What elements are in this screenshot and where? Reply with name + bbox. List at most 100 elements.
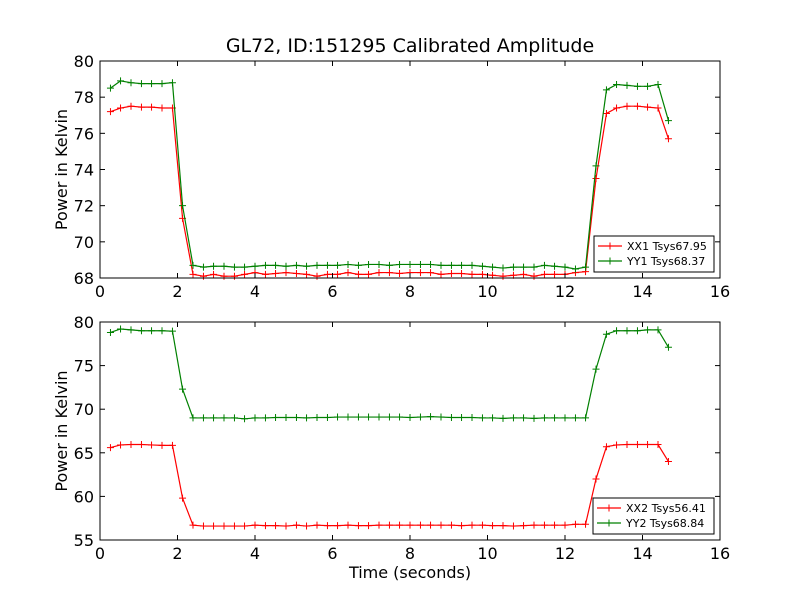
data-point — [613, 327, 621, 335]
data-point — [592, 162, 600, 170]
data-point — [396, 413, 404, 421]
x-tick-label: 14 — [632, 282, 652, 301]
data-point — [158, 441, 166, 449]
data-point — [241, 522, 249, 530]
data-point — [551, 414, 559, 422]
data-point — [272, 269, 280, 277]
data-point — [189, 521, 197, 529]
data-point — [179, 202, 187, 210]
data-point — [447, 521, 455, 529]
data-point — [602, 330, 610, 338]
data-point — [644, 326, 652, 334]
data-point — [137, 103, 145, 111]
data-point — [592, 475, 600, 483]
data-point — [499, 414, 507, 422]
data-point — [489, 263, 497, 271]
data-point — [220, 272, 228, 280]
data-point — [509, 522, 517, 530]
data-point — [644, 82, 652, 90]
data-point — [137, 80, 145, 88]
data-point — [210, 270, 218, 278]
data-point — [220, 262, 228, 270]
legend-marker — [605, 504, 613, 512]
data-point — [499, 522, 507, 530]
data-point — [520, 263, 528, 271]
data-point — [654, 441, 662, 449]
data-point — [220, 414, 228, 422]
legend: XX2 Tsys56.41 YY2 Tsys68.84 — [592, 497, 715, 535]
data-point — [303, 522, 311, 530]
data-point — [313, 272, 321, 280]
data-point — [540, 414, 548, 422]
data-point — [582, 520, 590, 528]
x-tick-label: 4 — [250, 282, 260, 301]
x-tick-label: 6 — [327, 282, 337, 301]
data-point — [551, 521, 559, 529]
data-point — [282, 269, 290, 277]
data-point — [458, 413, 466, 421]
x-tick-label: 6 — [327, 544, 337, 563]
data-point — [127, 79, 135, 87]
data-point — [406, 521, 414, 529]
data-point — [210, 262, 218, 270]
x-tick-label: 12 — [555, 282, 575, 301]
data-point — [602, 109, 610, 117]
data-point — [365, 522, 373, 530]
data-point — [613, 104, 621, 112]
data-point — [416, 521, 424, 529]
data-point — [189, 261, 197, 269]
data-point — [489, 522, 497, 530]
y-tick-label: 78 — [74, 88, 94, 107]
data-point — [251, 521, 259, 529]
data-point — [571, 414, 579, 422]
x-tick-label: 14 — [632, 544, 652, 563]
y-tick-label: 80 — [74, 52, 94, 71]
data-point — [664, 458, 672, 466]
data-point — [509, 263, 517, 271]
data-point — [117, 77, 125, 85]
y-tick-label: 80 — [74, 313, 94, 332]
data-point — [189, 270, 197, 278]
data-point — [664, 343, 672, 351]
data-point — [199, 522, 207, 530]
data-point — [106, 444, 114, 452]
data-point — [241, 263, 249, 271]
data-point — [210, 522, 218, 530]
data-point — [261, 270, 269, 278]
data-point — [427, 269, 435, 277]
data-point — [375, 521, 383, 529]
data-point — [582, 414, 590, 422]
data-point — [499, 272, 507, 280]
data-point — [334, 270, 342, 278]
chart-title: GL72, ID:151295 Calibrated Amplitude — [226, 35, 594, 57]
data-point — [385, 413, 393, 421]
x-tick-label: 10 — [477, 282, 497, 301]
data-point — [168, 327, 176, 335]
data-point — [654, 326, 662, 334]
data-point — [334, 413, 342, 421]
data-point — [520, 414, 528, 422]
data-point — [261, 522, 269, 530]
data-point — [323, 522, 331, 530]
data-point — [644, 103, 652, 111]
x-tick-label: 2 — [172, 282, 182, 301]
y-tick-label: 74 — [74, 161, 94, 180]
data-point — [437, 270, 445, 278]
data-point — [292, 269, 300, 277]
data-point — [375, 269, 383, 277]
x-tick-label: 0 — [95, 544, 105, 563]
legend-marker — [606, 242, 614, 250]
data-point — [447, 413, 455, 421]
data-point — [272, 261, 280, 269]
data-point — [633, 327, 641, 335]
data-point — [468, 261, 476, 269]
legend-marker — [606, 257, 614, 265]
data-point — [478, 521, 486, 529]
data-point — [437, 261, 445, 269]
data-point — [117, 325, 125, 333]
data-point — [272, 522, 280, 530]
data-point — [458, 522, 466, 530]
data-point — [623, 81, 631, 89]
data-point — [127, 441, 135, 449]
